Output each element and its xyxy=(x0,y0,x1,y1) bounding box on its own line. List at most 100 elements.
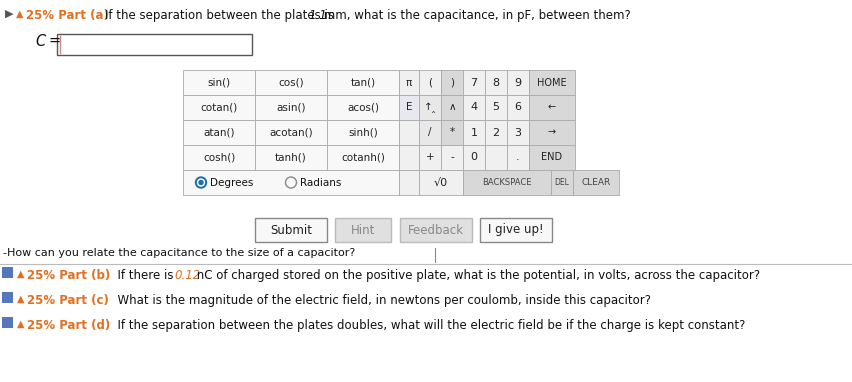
Bar xyxy=(529,120,575,145)
Text: If there is: If there is xyxy=(110,269,177,282)
Text: 3: 3 xyxy=(515,128,521,138)
Circle shape xyxy=(195,177,206,188)
Text: Feedback: Feedback xyxy=(408,223,464,236)
Text: What is the magnitude of the electric field, in newtons per coulomb, inside this: What is the magnitude of the electric fi… xyxy=(110,294,651,307)
Text: 25% Part (d): 25% Part (d) xyxy=(27,319,110,332)
Text: Degrees: Degrees xyxy=(210,178,253,188)
Text: 25% Part (c): 25% Part (c) xyxy=(27,294,109,307)
Bar xyxy=(419,145,441,170)
Text: 0: 0 xyxy=(470,152,477,162)
Bar xyxy=(485,120,507,145)
Text: asin(): asin() xyxy=(276,102,306,113)
Text: +: + xyxy=(426,152,435,162)
Text: 8: 8 xyxy=(492,78,499,87)
Bar xyxy=(441,120,463,145)
Text: DEL: DEL xyxy=(555,178,569,187)
Text: √0: √0 xyxy=(434,178,448,188)
Text: If the separation between the plates is: If the separation between the plates is xyxy=(105,9,337,22)
Bar xyxy=(255,70,327,95)
Bar xyxy=(327,120,399,145)
Text: →: → xyxy=(548,128,556,138)
Bar xyxy=(419,95,441,120)
Text: 7: 7 xyxy=(470,78,478,87)
Bar xyxy=(573,170,619,195)
Bar xyxy=(463,70,485,95)
Text: ▲: ▲ xyxy=(17,319,25,329)
Text: (: ( xyxy=(428,78,432,87)
Bar xyxy=(255,218,327,242)
Bar xyxy=(419,120,441,145)
Text: Submit: Submit xyxy=(270,223,312,236)
Text: *: * xyxy=(450,128,455,138)
Bar xyxy=(463,95,485,120)
Text: CLEAR: CLEAR xyxy=(581,178,611,187)
Bar xyxy=(419,170,463,195)
Text: =: = xyxy=(48,33,60,48)
Text: 25% Part (a): 25% Part (a) xyxy=(26,9,109,22)
Bar xyxy=(183,120,255,145)
Text: ): ) xyxy=(450,78,454,87)
Bar xyxy=(463,145,485,170)
Text: mm, what is the capacitance, in pF, between them?: mm, what is the capacitance, in pF, betw… xyxy=(320,9,630,22)
Bar xyxy=(399,145,419,170)
Circle shape xyxy=(199,181,203,185)
Text: 9: 9 xyxy=(515,78,521,87)
Text: ↑‸: ↑‸ xyxy=(424,102,436,113)
Bar xyxy=(441,95,463,120)
Text: END: END xyxy=(541,152,562,162)
Bar xyxy=(57,34,252,55)
Bar xyxy=(183,145,255,170)
Bar xyxy=(463,170,551,195)
Text: acos(): acos() xyxy=(347,102,379,113)
Bar xyxy=(485,145,507,170)
Text: 25% Part (b): 25% Part (b) xyxy=(27,269,110,282)
Bar xyxy=(399,120,419,145)
Bar xyxy=(441,70,463,95)
Text: acotan(): acotan() xyxy=(269,128,313,138)
Text: Hint: Hint xyxy=(351,223,375,236)
Text: 6: 6 xyxy=(515,102,521,113)
Bar xyxy=(2,317,13,328)
Text: -: - xyxy=(450,152,454,162)
Bar xyxy=(419,70,441,95)
Text: BACKSPACE: BACKSPACE xyxy=(482,178,532,187)
Text: -How can you relate the capacitance to the size of a capacitor?: -How can you relate the capacitance to t… xyxy=(3,248,355,258)
Bar xyxy=(2,267,13,278)
Text: Radians: Radians xyxy=(300,178,342,188)
Text: sin(): sin() xyxy=(207,78,231,87)
Bar xyxy=(327,70,399,95)
Text: 1: 1 xyxy=(470,128,477,138)
Bar xyxy=(400,218,472,242)
Text: cotan(): cotan() xyxy=(200,102,238,113)
Bar xyxy=(327,95,399,120)
Text: 0.12: 0.12 xyxy=(174,269,200,282)
Text: 5: 5 xyxy=(492,102,499,113)
Bar xyxy=(507,120,529,145)
Text: tan(): tan() xyxy=(350,78,376,87)
Text: $C$: $C$ xyxy=(35,33,47,49)
Text: sinh(): sinh() xyxy=(348,128,378,138)
Bar xyxy=(485,95,507,120)
Bar xyxy=(399,95,419,120)
Text: ←: ← xyxy=(548,102,556,113)
Text: nC of charged stored on the positive plate, what is the potential, in volts, acr: nC of charged stored on the positive pla… xyxy=(193,269,760,282)
Bar xyxy=(551,170,573,195)
Circle shape xyxy=(198,179,204,186)
Text: /: / xyxy=(429,128,432,138)
Bar xyxy=(399,170,419,195)
Text: tanh(): tanh() xyxy=(275,152,307,162)
Bar xyxy=(529,70,575,95)
Bar xyxy=(441,145,463,170)
Bar xyxy=(183,70,255,95)
Bar xyxy=(255,145,327,170)
Text: atan(): atan() xyxy=(204,128,235,138)
Bar xyxy=(507,145,529,170)
Bar xyxy=(183,95,255,120)
Text: E: E xyxy=(406,102,412,113)
Bar xyxy=(255,95,327,120)
Text: If the separation between the plates doubles, what will the electric field be if: If the separation between the plates dou… xyxy=(110,319,746,332)
Text: ▲: ▲ xyxy=(16,9,24,19)
Bar xyxy=(485,70,507,95)
Text: 1.1: 1.1 xyxy=(308,9,327,22)
Text: cos(): cos() xyxy=(279,78,304,87)
